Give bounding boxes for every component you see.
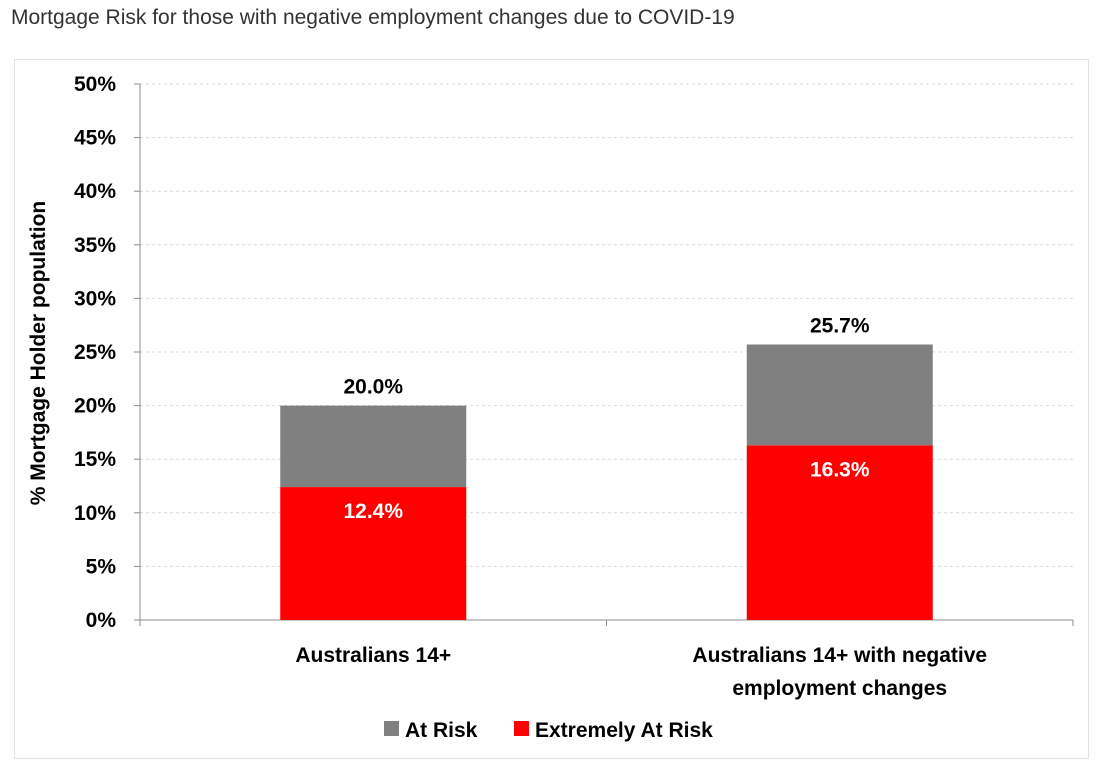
- x-category-label: Australians 14+ with negative: [692, 644, 987, 667]
- bar-at-risk: [280, 405, 467, 488]
- y-tick-label: 45%: [74, 127, 116, 150]
- y-tick-label: 40%: [74, 180, 116, 203]
- page-title: Mortgage Risk for those with negative em…: [11, 6, 735, 29]
- data-label-extremely-at-risk: 16.3%: [810, 458, 870, 481]
- legend-swatch-extremely-at-risk: [514, 721, 529, 736]
- bar-extremely-at-risk: [746, 445, 933, 620]
- bar-extremely-at-risk: [280, 487, 467, 620]
- y-tick-label: 0%: [86, 609, 117, 632]
- y-tick-label: 25%: [74, 341, 116, 364]
- legend-swatch-at-risk: [384, 721, 399, 736]
- y-tick-label: 5%: [86, 555, 117, 578]
- y-tick-label: 50%: [74, 73, 116, 96]
- y-tick-label: 15%: [74, 448, 116, 471]
- data-label-extremely-at-risk: 12.4%: [343, 500, 403, 523]
- bar-at-risk: [746, 344, 933, 446]
- y-axis-title: % Mortgage Holder population: [27, 201, 50, 506]
- total-label: 25.7%: [810, 314, 870, 337]
- x-category-label: employment changes: [732, 677, 947, 700]
- legend-label-extremely-at-risk: Extremely At Risk: [535, 719, 713, 742]
- y-tick-label: 20%: [74, 395, 116, 418]
- legend-label-at-risk: At Risk: [405, 719, 478, 742]
- total-label: 20.0%: [343, 376, 403, 399]
- y-tick-label: 10%: [74, 502, 116, 525]
- y-tick-label: 30%: [74, 287, 116, 310]
- y-tick-label: 35%: [74, 234, 116, 257]
- x-category-label: Australians 14+: [295, 644, 451, 667]
